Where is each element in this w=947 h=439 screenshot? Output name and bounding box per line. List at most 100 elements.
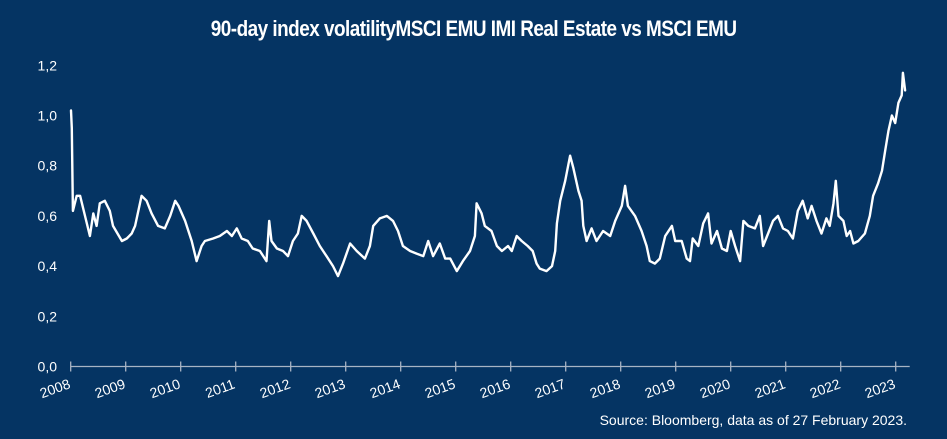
- data-point: [797, 210, 799, 212]
- data-point: [475, 202, 478, 205]
- data-point: [112, 225, 114, 227]
- data-point: [422, 255, 425, 257]
- data-point: [397, 230, 399, 232]
- series-line: [69, 71, 907, 278]
- data-point: [564, 180, 566, 182]
- x-tick-label: 2023: [863, 375, 898, 401]
- data-point: [602, 230, 604, 232]
- data-point: [782, 227, 784, 230]
- chart-title-text: 90-day index volatilityMSCI EMU IMI Real…: [210, 16, 737, 41]
- data-point: [109, 210, 111, 212]
- data-point: [511, 250, 513, 252]
- data-point: [444, 257, 447, 260]
- x-tick-label: 2014: [368, 375, 403, 401]
- data-point: [801, 200, 804, 202]
- data-point: [815, 220, 818, 222]
- data-point: [164, 227, 166, 230]
- data-point: [92, 212, 95, 215]
- data-point: [325, 255, 328, 257]
- data-point: [640, 230, 643, 232]
- data-point: [462, 260, 464, 262]
- data-point: [710, 242, 713, 245]
- source-note: Source: Bloomberg, data as of 27 Februar…: [599, 412, 907, 428]
- data-point: [887, 129, 890, 132]
- data-point: [75, 195, 78, 197]
- data-point: [474, 235, 476, 237]
- data-point: [79, 195, 81, 197]
- data-point: [535, 262, 538, 265]
- data-point: [759, 215, 761, 217]
- data-point: [559, 200, 561, 202]
- data-point: [231, 235, 233, 237]
- data-point: [904, 89, 906, 92]
- data-point: [810, 205, 813, 207]
- data-point: [507, 245, 509, 247]
- data-point: [319, 245, 321, 247]
- data-point: [104, 200, 106, 202]
- data-point: [671, 225, 673, 227]
- data-point: [545, 270, 548, 272]
- data-point: [99, 202, 101, 205]
- data-point: [219, 235, 221, 237]
- data-point: [585, 240, 588, 242]
- data-point: [174, 200, 176, 202]
- data-point: [526, 245, 529, 247]
- data-point: [157, 225, 159, 227]
- data-point: [891, 114, 893, 117]
- data-point: [70, 109, 72, 112]
- data-point: [777, 215, 779, 217]
- data-point: [200, 245, 203, 247]
- x-axis: [70, 361, 910, 372]
- data-point: [674, 240, 676, 242]
- series-group: [69, 71, 907, 278]
- data-point: [490, 230, 493, 232]
- y-axis-labels: 0,0 0,2 0,4 0,6 0,8 1,0 1,2: [38, 57, 58, 374]
- data-point: [392, 220, 394, 222]
- data-point: [247, 240, 249, 242]
- data-point: [297, 232, 299, 235]
- data-point: [520, 240, 523, 242]
- data-point: [439, 242, 441, 245]
- data-point: [754, 227, 756, 230]
- data-point: [480, 212, 483, 215]
- data-point: [869, 215, 871, 217]
- data-point: [900, 94, 903, 97]
- data-point: [580, 200, 583, 202]
- data-point: [515, 235, 518, 237]
- data-point: [386, 215, 388, 217]
- y-tick-label: 0,8: [38, 158, 58, 174]
- data-point: [372, 225, 375, 227]
- x-tick-label: 2015: [423, 375, 458, 401]
- data-point: [300, 215, 303, 217]
- data-point: [312, 232, 315, 235]
- data-point: [627, 205, 629, 207]
- x-tick-label: 2017: [533, 375, 568, 401]
- data-point: [531, 250, 534, 252]
- data-point: [195, 260, 198, 262]
- data-point: [95, 225, 98, 227]
- data-point: [130, 232, 133, 235]
- data-point: [707, 212, 709, 215]
- data-point: [734, 245, 736, 247]
- data-point: [691, 237, 694, 240]
- chart-title: 90-day index volatilityMSCI EMU IMI Real…: [0, 16, 947, 42]
- x-axis-labels: 2008 2009 2010 2011 2012 2013 2014 2015 2016 2017…: [38, 375, 898, 401]
- data-point: [72, 210, 74, 212]
- y-tick-label: 1,0: [38, 108, 58, 124]
- data-point: [702, 222, 704, 225]
- data-point: [569, 154, 571, 157]
- data-point: [364, 257, 366, 260]
- x-tick-label: 2009: [93, 375, 128, 401]
- data-point: [449, 257, 452, 260]
- data-point: [145, 200, 148, 202]
- data-point: [645, 245, 648, 247]
- data-point: [634, 215, 636, 217]
- data-point: [716, 230, 718, 232]
- data-point: [806, 217, 809, 220]
- data-point: [849, 230, 851, 232]
- x-tick-label: 2010: [148, 375, 183, 401]
- data-point: [832, 202, 835, 205]
- data-point: [134, 225, 136, 227]
- data-point: [721, 247, 723, 250]
